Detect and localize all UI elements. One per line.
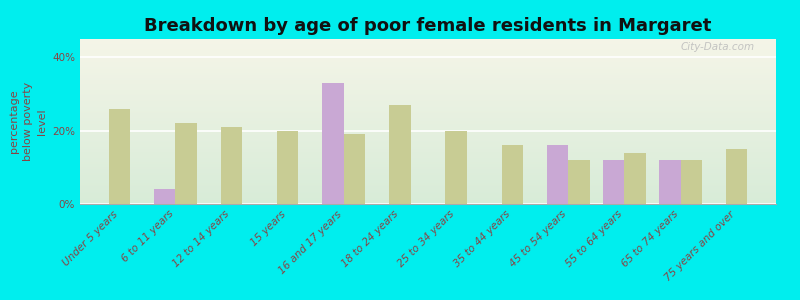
Bar xyxy=(547,145,568,204)
Text: City-Data.com: City-Data.com xyxy=(681,42,755,52)
Bar xyxy=(446,131,466,204)
Bar xyxy=(625,153,646,204)
Bar xyxy=(502,145,523,204)
Bar xyxy=(344,134,365,204)
Bar xyxy=(659,160,681,204)
Bar xyxy=(568,160,590,204)
Bar xyxy=(221,127,242,204)
Bar xyxy=(322,83,344,204)
Bar xyxy=(603,160,625,204)
Bar xyxy=(175,123,197,204)
Bar xyxy=(681,160,702,204)
Bar xyxy=(109,109,130,204)
Bar xyxy=(154,189,175,204)
Bar xyxy=(726,149,747,204)
Bar xyxy=(390,105,410,204)
Y-axis label: percentage
below poverty
level: percentage below poverty level xyxy=(9,82,46,161)
Title: Breakdown by age of poor female residents in Margaret: Breakdown by age of poor female resident… xyxy=(144,17,712,35)
Bar xyxy=(277,131,298,204)
